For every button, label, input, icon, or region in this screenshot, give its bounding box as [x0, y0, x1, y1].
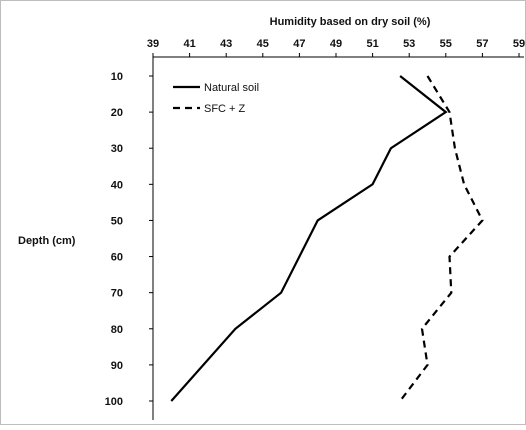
y-axis-title: Depth (cm) — [18, 235, 76, 247]
y-tick-label: 50 — [111, 215, 123, 227]
y-tick-label: 60 — [111, 252, 123, 264]
axes-group: 39 41 43 45 47 49 51 53 55 57 59 10 20 30 40 50 60 70 80 90… — [105, 38, 525, 420]
x-tick-label: 59 — [513, 38, 525, 50]
plot-series-group — [170, 75, 484, 402]
x-axis-title: Humidity based on dry soil (%) — [270, 16, 431, 28]
legend-label: Natural soil — [204, 82, 259, 94]
x-tick-label: 49 — [330, 38, 342, 50]
y-tick-label: 10 — [111, 71, 123, 83]
x-tick-label: 47 — [293, 38, 305, 50]
y-tick-label: 90 — [111, 360, 123, 372]
legend-label: SFC + Z — [204, 103, 246, 115]
x-tick-label: 51 — [366, 38, 378, 50]
series-line-natural-soil — [170, 75, 448, 402]
y-tick-label: 40 — [111, 179, 123, 191]
x-tick-label: 41 — [183, 38, 195, 50]
y-tick-label: 30 — [111, 143, 123, 155]
y-tick-label: 80 — [111, 324, 123, 336]
x-tick-label: 53 — [403, 38, 415, 50]
legend: Natural soil SFC + Z — [173, 82, 259, 115]
x-tick-label: 39 — [147, 38, 159, 50]
x-tick-label: 45 — [257, 38, 269, 50]
y-tick-label: 70 — [111, 288, 123, 300]
x-tick-label: 57 — [476, 38, 488, 50]
x-tick-label: 43 — [220, 38, 232, 50]
series-line-sfc-z — [399, 75, 484, 402]
x-tick-label: 55 — [440, 38, 452, 50]
y-tick-label: 100 — [105, 396, 123, 408]
y-tick-label: 20 — [111, 107, 123, 119]
